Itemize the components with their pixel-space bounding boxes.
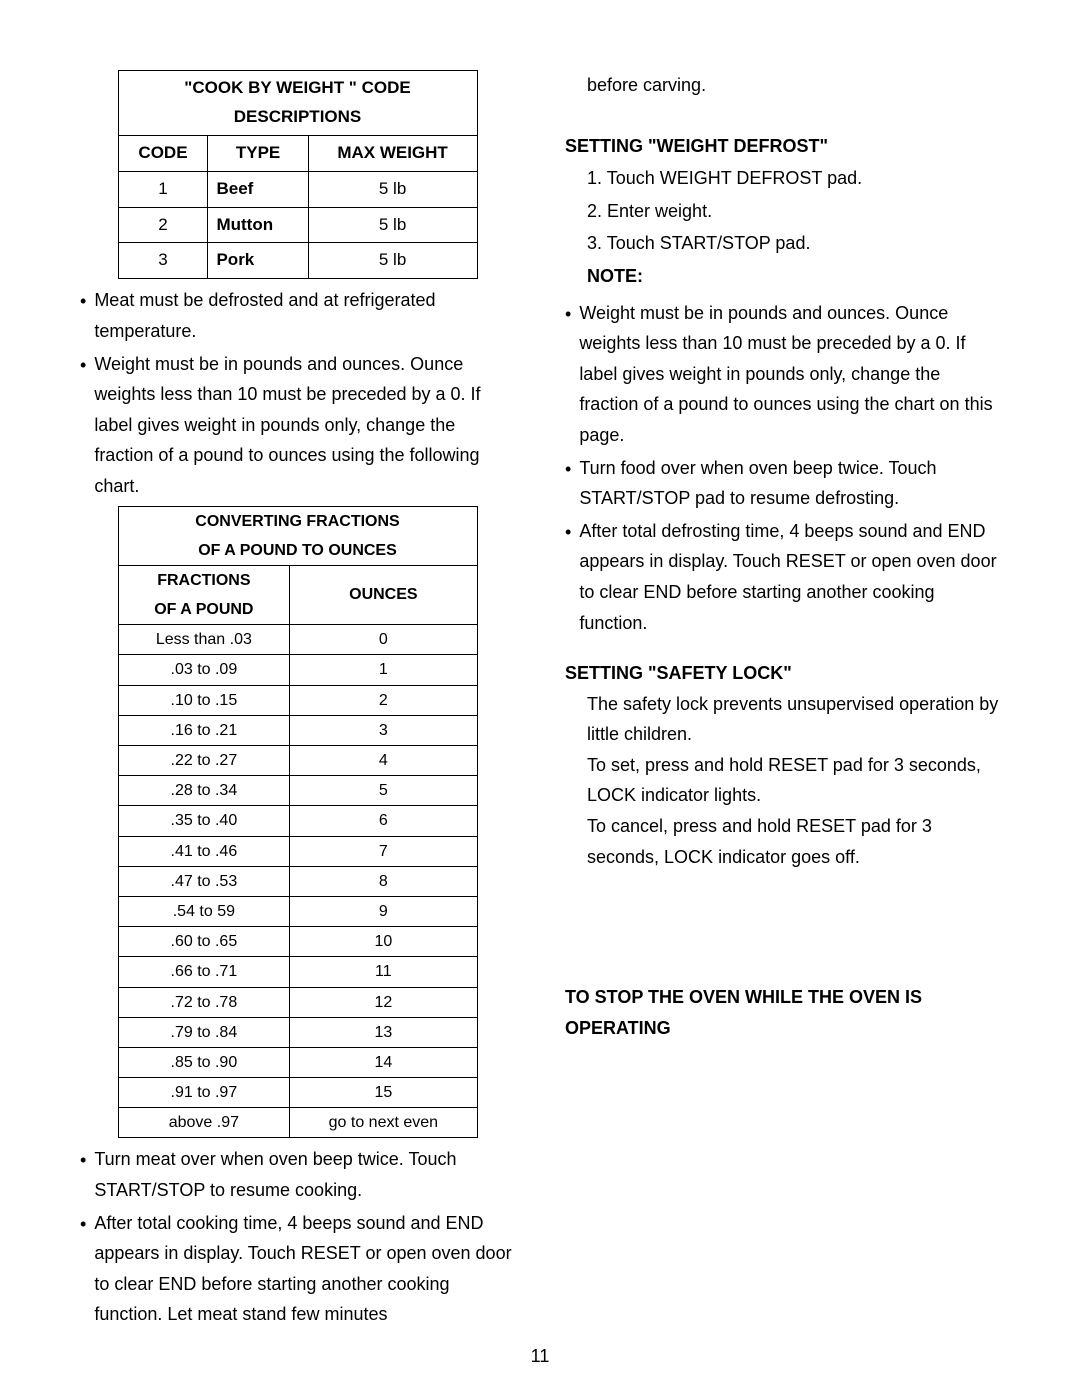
table-row: .16 to .213 <box>118 715 477 745</box>
step-item: 2. Enter weight. <box>587 196 1000 227</box>
right-column: before carving. SETTING "WEIGHT DEFROST"… <box>565 70 1000 1336</box>
note-label: NOTE: <box>565 261 1000 292</box>
table-row: .54 to 599 <box>118 896 477 926</box>
table-row: .85 to .9014 <box>118 1047 477 1077</box>
conv-title1: CONVERTING FRACTIONS <box>118 506 477 536</box>
step-item: 3. Touch START/STOP pad. <box>587 228 1000 259</box>
page-number: 11 <box>80 1346 1000 1367</box>
heading-stop-oven: TO STOP THE OVEN WHILE THE OVEN IS OPERA… <box>565 982 1000 1043</box>
table-row: .35 to .406 <box>118 806 477 836</box>
table-row: above .97go to next even <box>118 1108 477 1138</box>
code-table-h2: TYPE <box>208 135 308 171</box>
table-row: .03 to .091 <box>118 655 477 685</box>
table-row: .66 to .7111 <box>118 957 477 987</box>
table-row: .28 to .345 <box>118 776 477 806</box>
bullet-item: After total defrosting time, 4 beeps sou… <box>565 516 1000 638</box>
table-row: 3 Pork 5 lb <box>118 243 477 279</box>
continuation-text: before carving. <box>565 70 1000 101</box>
bullet-item: Turn meat over when oven beep twice. Tou… <box>80 1144 515 1205</box>
conversion-table: CONVERTING FRACTIONS OF A POUND TO OUNCE… <box>118 506 478 1139</box>
code-table: "COOK BY WEIGHT " CODE DESCRIPTIONS CODE… <box>118 70 478 279</box>
table-row: Less than .030 <box>118 625 477 655</box>
table-row: .47 to .538 <box>118 866 477 896</box>
bullet-item: Turn food over when oven beep twice. Tou… <box>565 453 1000 514</box>
table-row: .60 to .6510 <box>118 927 477 957</box>
table-row: 2 Mutton 5 lb <box>118 207 477 243</box>
table-row: .72 to .7812 <box>118 987 477 1017</box>
code-table-h3: MAX WEIGHT <box>308 135 477 171</box>
code-table-title: "COOK BY WEIGHT " CODE DESCRIPTIONS <box>118 71 477 136</box>
bullet-item: Weight must be in pounds and ounces. Oun… <box>80 349 515 502</box>
bullet-item: Weight must be in pounds and ounces. Oun… <box>565 298 1000 451</box>
safety-lock-text: The safety lock prevents unsupervised op… <box>565 689 1000 873</box>
step-item: 1. Touch WEIGHT DEFROST pad. <box>587 163 1000 194</box>
table-row: .41 to .467 <box>118 836 477 866</box>
table-row: .79 to .8413 <box>118 1017 477 1047</box>
table-row: .10 to .152 <box>118 685 477 715</box>
conv-title2: OF A POUND TO OUNCES <box>118 536 477 566</box>
table-row: .22 to .274 <box>118 746 477 776</box>
bullet-item: After total cooking time, 4 beeps sound … <box>80 1208 515 1330</box>
heading-weight-defrost: SETTING "WEIGHT DEFROST" <box>565 131 1000 162</box>
left-column: "COOK BY WEIGHT " CODE DESCRIPTIONS CODE… <box>80 70 515 1336</box>
bullet-item: Meat must be defrosted and at refrigerat… <box>80 285 515 346</box>
table-row: .91 to .9715 <box>118 1078 477 1108</box>
code-table-h1: CODE <box>118 135 208 171</box>
heading-safety-lock: SETTING "SAFETY LOCK" <box>565 658 1000 689</box>
table-row: 1 Beef 5 lb <box>118 171 477 207</box>
